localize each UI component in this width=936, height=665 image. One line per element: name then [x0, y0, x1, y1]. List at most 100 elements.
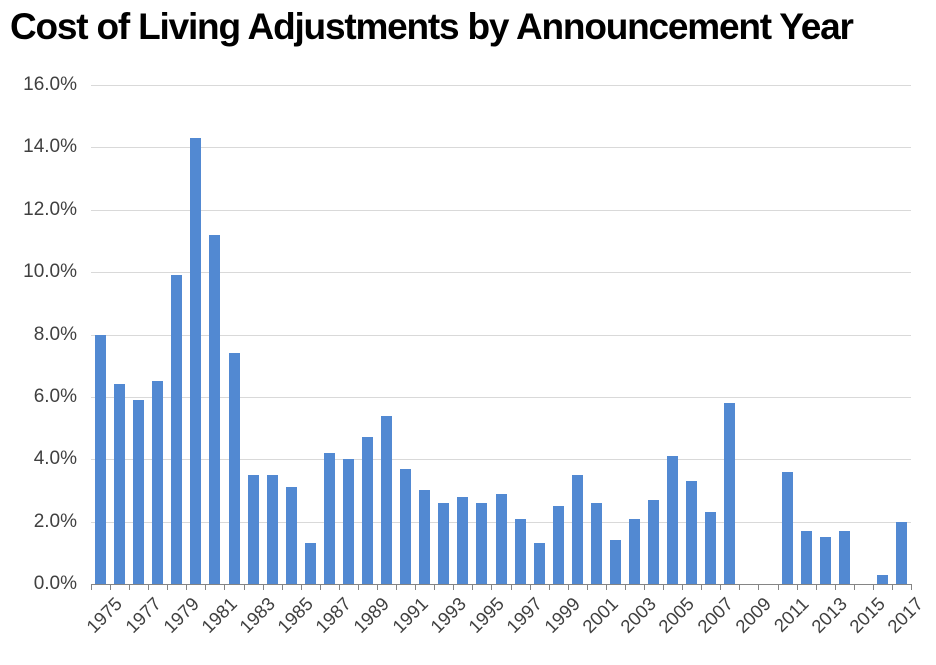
x-axis-label-2003: 2003: [616, 593, 661, 637]
y-axis-label-10.0%: 10.0%: [23, 261, 77, 283]
x-axis-label-2009: 2009: [730, 593, 775, 637]
x-axis-tick-mark: [472, 584, 474, 590]
x-axis-tick-mark: [281, 584, 283, 590]
x-axis-tick-mark: [853, 584, 855, 590]
bar-2011: [781, 471, 793, 584]
x-axis-label-2013: 2013: [807, 593, 852, 637]
bar-1997: [514, 518, 526, 584]
gridline-12: [91, 209, 911, 211]
gridline-6: [91, 396, 911, 398]
x-axis-label-2017: 2017: [883, 593, 928, 637]
x-axis-tick-mark: [186, 584, 188, 590]
bar-1980: [190, 138, 202, 584]
x-axis-tick-mark: [682, 584, 684, 590]
bar-1981: [209, 234, 221, 584]
gridline-10: [91, 272, 911, 274]
gridline-16: [91, 85, 911, 86]
x-axis-label-1987: 1987: [311, 593, 356, 637]
x-axis-label-1983: 1983: [234, 593, 279, 637]
bar-2003: [628, 518, 640, 584]
x-axis-tick-mark: [91, 584, 92, 590]
x-axis-label-1999: 1999: [540, 593, 585, 637]
x-axis-tick-mark: [529, 584, 531, 590]
x-axis-label-1975: 1975: [82, 593, 127, 637]
gridline-8: [91, 334, 911, 336]
x-axis-label-2005: 2005: [654, 593, 699, 637]
bar-1988: [342, 459, 354, 584]
x-axis-tick-mark: [720, 584, 722, 590]
bar-1975: [95, 334, 107, 584]
bar-2000: [571, 474, 583, 584]
bar-1982: [228, 353, 240, 584]
x-axis-tick-mark: [624, 584, 626, 590]
chart-title: Cost of Living Adjustments by Announceme…: [10, 6, 854, 47]
y-axis-label-0.0%: 0.0%: [33, 573, 77, 594]
x-axis-label-2007: 2007: [692, 593, 737, 637]
x-axis-tick-mark: [167, 584, 169, 590]
x-axis-label-1997: 1997: [501, 593, 546, 637]
x-axis-tick-mark: [644, 584, 646, 590]
y-axis-label-14.0%: 14.0%: [23, 136, 77, 158]
bar-2007: [705, 512, 717, 584]
bar-1986: [304, 543, 316, 584]
bar-1992: [419, 490, 431, 584]
x-axis-label-1979: 1979: [158, 593, 203, 637]
x-axis-tick-mark: [567, 584, 569, 590]
x-axis-tick-mark: [834, 584, 836, 590]
x-axis-tick-mark: [777, 584, 779, 590]
x-axis-tick-mark: [300, 584, 302, 590]
bar-2002: [609, 540, 621, 584]
x-axis-label-2015: 2015: [845, 593, 890, 637]
x-axis-tick-mark: [377, 584, 379, 590]
x-axis-tick-mark: [548, 584, 550, 590]
x-axis-tick-mark: [243, 584, 245, 590]
x-axis-tick-mark: [415, 584, 417, 590]
x-axis-tick-mark: [891, 584, 893, 590]
bar-2017: [895, 521, 907, 584]
bar-2013: [819, 537, 831, 584]
x-axis-tick-mark: [872, 584, 874, 590]
bar-1976: [114, 384, 126, 584]
y-axis-label-12.0%: 12.0%: [23, 198, 77, 220]
x-axis-tick-mark: [148, 584, 150, 590]
x-axis-tick-mark: [586, 584, 588, 590]
x-axis-tick-mark: [815, 584, 817, 590]
x-axis-label-1981: 1981: [196, 593, 241, 637]
bar-1996: [495, 493, 507, 584]
x-axis-tick-mark: [396, 584, 398, 590]
gridline-14: [91, 147, 911, 149]
x-axis-label-1977: 1977: [120, 593, 165, 637]
bar-2014: [838, 530, 850, 584]
bar-2016: [876, 574, 888, 584]
x-axis-tick-mark: [758, 584, 760, 590]
x-axis-tick-mark: [338, 584, 340, 590]
x-axis-label-2001: 2001: [578, 593, 623, 637]
bar-1989: [362, 437, 373, 584]
y-axis-label-8.0%: 8.0%: [33, 323, 77, 345]
bar-1983: [247, 474, 259, 584]
bar-1987: [323, 453, 335, 584]
bar-2001: [590, 502, 602, 584]
x-axis-tick-mark: [319, 584, 321, 590]
bar-1993: [438, 502, 450, 584]
bar-1979: [171, 275, 183, 584]
x-axis-tick-mark: [739, 584, 741, 590]
x-axis-label-2011: 2011: [769, 593, 813, 636]
x-axis-tick-mark: [510, 584, 512, 590]
x-axis-label-1991: 1991: [387, 593, 432, 637]
x-axis-label-1993: 1993: [425, 593, 470, 637]
bar-1994: [457, 496, 469, 584]
bar-2006: [686, 481, 698, 584]
x-axis-label-1985: 1985: [273, 593, 318, 637]
x-axis-tick-mark: [224, 584, 226, 590]
bar-1998: [533, 543, 545, 584]
y-axis-label-4.0%: 4.0%: [33, 448, 77, 470]
gridline-4: [91, 459, 911, 461]
x-axis-tick-mark: [796, 584, 798, 590]
x-axis-label-1989: 1989: [349, 593, 394, 637]
y-axis-label-6.0%: 6.0%: [33, 385, 77, 407]
x-axis-tick-mark: [453, 584, 455, 590]
x-axis-tick-mark: [701, 584, 703, 590]
bar-2012: [800, 530, 812, 584]
x-axis-tick-mark: [110, 584, 112, 590]
